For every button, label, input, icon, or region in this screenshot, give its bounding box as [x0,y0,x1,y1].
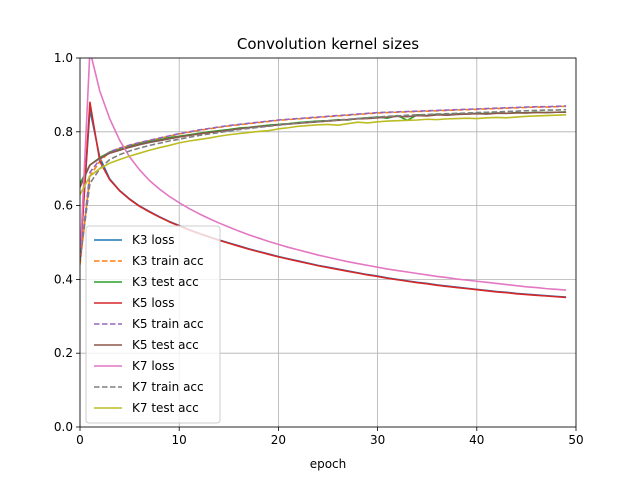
y-tick-label: 0.0 [54,420,73,434]
axis-ticks: 0 10 20 30 40 50 0.0 0.2 0.4 0.6 0.8 1.0 [54,51,584,447]
legend-label-k5-test-acc: K5 test acc [132,338,199,352]
x-tick-label: 10 [172,433,187,447]
legend-label-k7-train-acc: K7 train acc [132,380,204,394]
y-tick-label: 1.0 [54,51,73,65]
series-line-k3-test-acc [80,111,567,184]
series-line-k7-loss [80,58,567,291]
series-line-k5-loss [80,101,567,299]
series-line-k7-train-acc [80,108,567,262]
series-line-k7-test-acc [80,114,567,195]
axes-frame [79,57,577,428]
y-tick-label: 0.2 [54,346,73,360]
series-line-k5-train-acc [80,105,567,262]
legend: K3 loss K3 train acc K3 test acc K5 loss K5 … [85,225,221,424]
chart-title: Convolution kernel sizes [237,35,419,53]
legend-label-k3-loss: K3 loss [132,233,175,247]
legend-label-k5-train-acc: K5 train acc [132,317,204,331]
x-tick-label: 20 [271,433,286,447]
x-tick-label: 40 [469,433,484,447]
y-tick-label: 0.8 [54,125,73,139]
y-tick-label: 0.6 [54,199,73,213]
x-tick-label: 50 [568,433,583,447]
x-axis-label: epoch [310,457,347,471]
legend-label-k7-loss: K7 loss [132,359,175,373]
legend-label-k7-test-acc: K7 test acc [132,401,199,415]
legend-label-k3-train-acc: K3 train acc [132,254,204,268]
legend-box [85,225,221,424]
x-tick-label: 0 [76,433,84,447]
x-tick-label: 30 [370,433,385,447]
legend-label-k5-loss: K5 loss [132,296,175,310]
plot-area [80,58,567,299]
series-line-k5-test-acc [80,111,567,188]
y-tick-label: 0.4 [54,272,73,286]
legend-label-k3-test-acc: K3 test acc [132,275,199,289]
